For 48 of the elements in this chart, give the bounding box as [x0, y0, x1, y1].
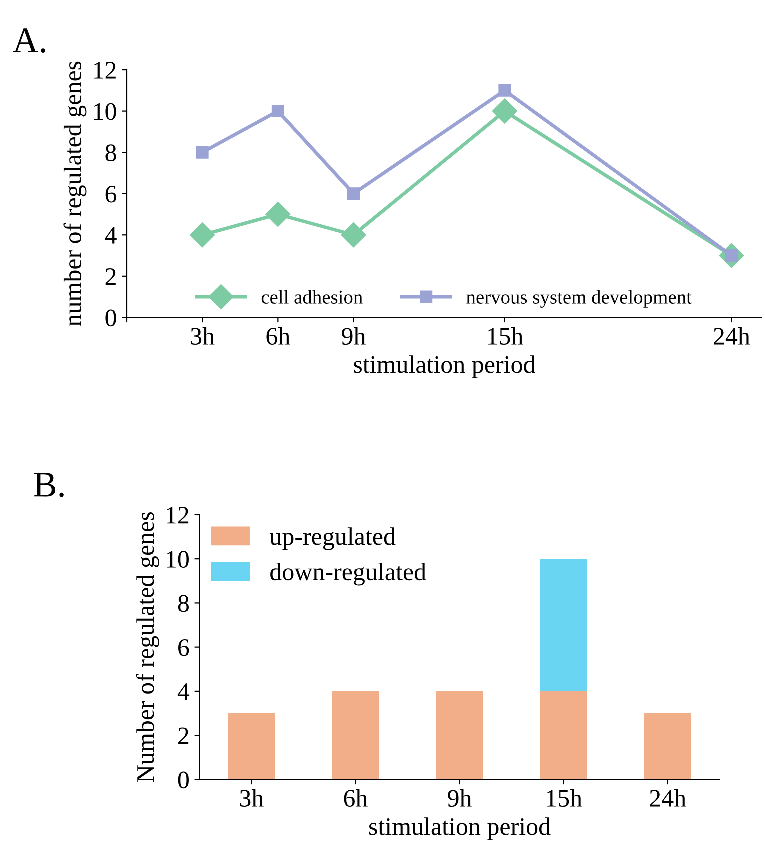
chart-title: B. [34, 473, 64, 498]
y-tick-label: 6 [178, 639, 190, 656]
y-axis-title: Number of regulated genes [136, 512, 160, 782]
x-tick-label: 3h [240, 789, 264, 808]
y-tick-label: 0 [106, 310, 116, 327]
chart-title: A. [13, 28, 46, 53]
y-tick-label: 8 [106, 144, 116, 162]
x-tick-label: 6h [344, 789, 368, 808]
y-tick-label: 6 [106, 186, 117, 203]
y-tick-label: 12 [94, 62, 116, 79]
x-tick-label: 15h [488, 327, 524, 346]
x-tick-label: 24h [650, 789, 686, 807]
y-axis-title: number of regulated genes [64, 62, 87, 326]
y-tick-label: 12 [167, 507, 189, 524]
legend-label: cell adhesion [262, 290, 363, 304]
legend-label: nervous system development [466, 290, 692, 308]
point [492, 98, 518, 124]
y-tick-label: 10 [167, 551, 189, 568]
point [266, 202, 291, 227]
bar [436, 691, 484, 780]
y-tick-label: 8 [178, 595, 189, 612]
bar [540, 691, 588, 780]
y-tick-label: 4 [105, 227, 117, 244]
point [272, 105, 284, 118]
y-tick-label: 10 [94, 103, 116, 120]
legend-label: down-regulated [270, 563, 426, 586]
y-tick-label: 2 [178, 728, 189, 744]
point [190, 222, 216, 248]
y-tick-label: 2 [106, 268, 116, 286]
x-tick-label: 15h [547, 789, 582, 808]
y-tick-label: 0 [178, 772, 189, 789]
bar [228, 714, 276, 780]
bar [332, 691, 380, 780]
x-tick-label: 24h [714, 327, 750, 345]
y-tick-label: 4 [178, 684, 190, 700]
point [196, 146, 209, 159]
point [341, 222, 366, 248]
point [348, 188, 360, 200]
x-tick-label: 9h [448, 789, 472, 808]
x-tick-label: 9h [342, 327, 366, 346]
legend-label: up-regulated [270, 528, 396, 550]
x-axis-title: stimulation period [354, 356, 536, 378]
x-axis-title: stimulation period [369, 818, 551, 840]
point [498, 84, 512, 97]
x-tick-label: 3h [191, 327, 215, 346]
bar [644, 714, 692, 780]
x-tick-label: 6h [266, 327, 290, 346]
bar [540, 559, 588, 692]
